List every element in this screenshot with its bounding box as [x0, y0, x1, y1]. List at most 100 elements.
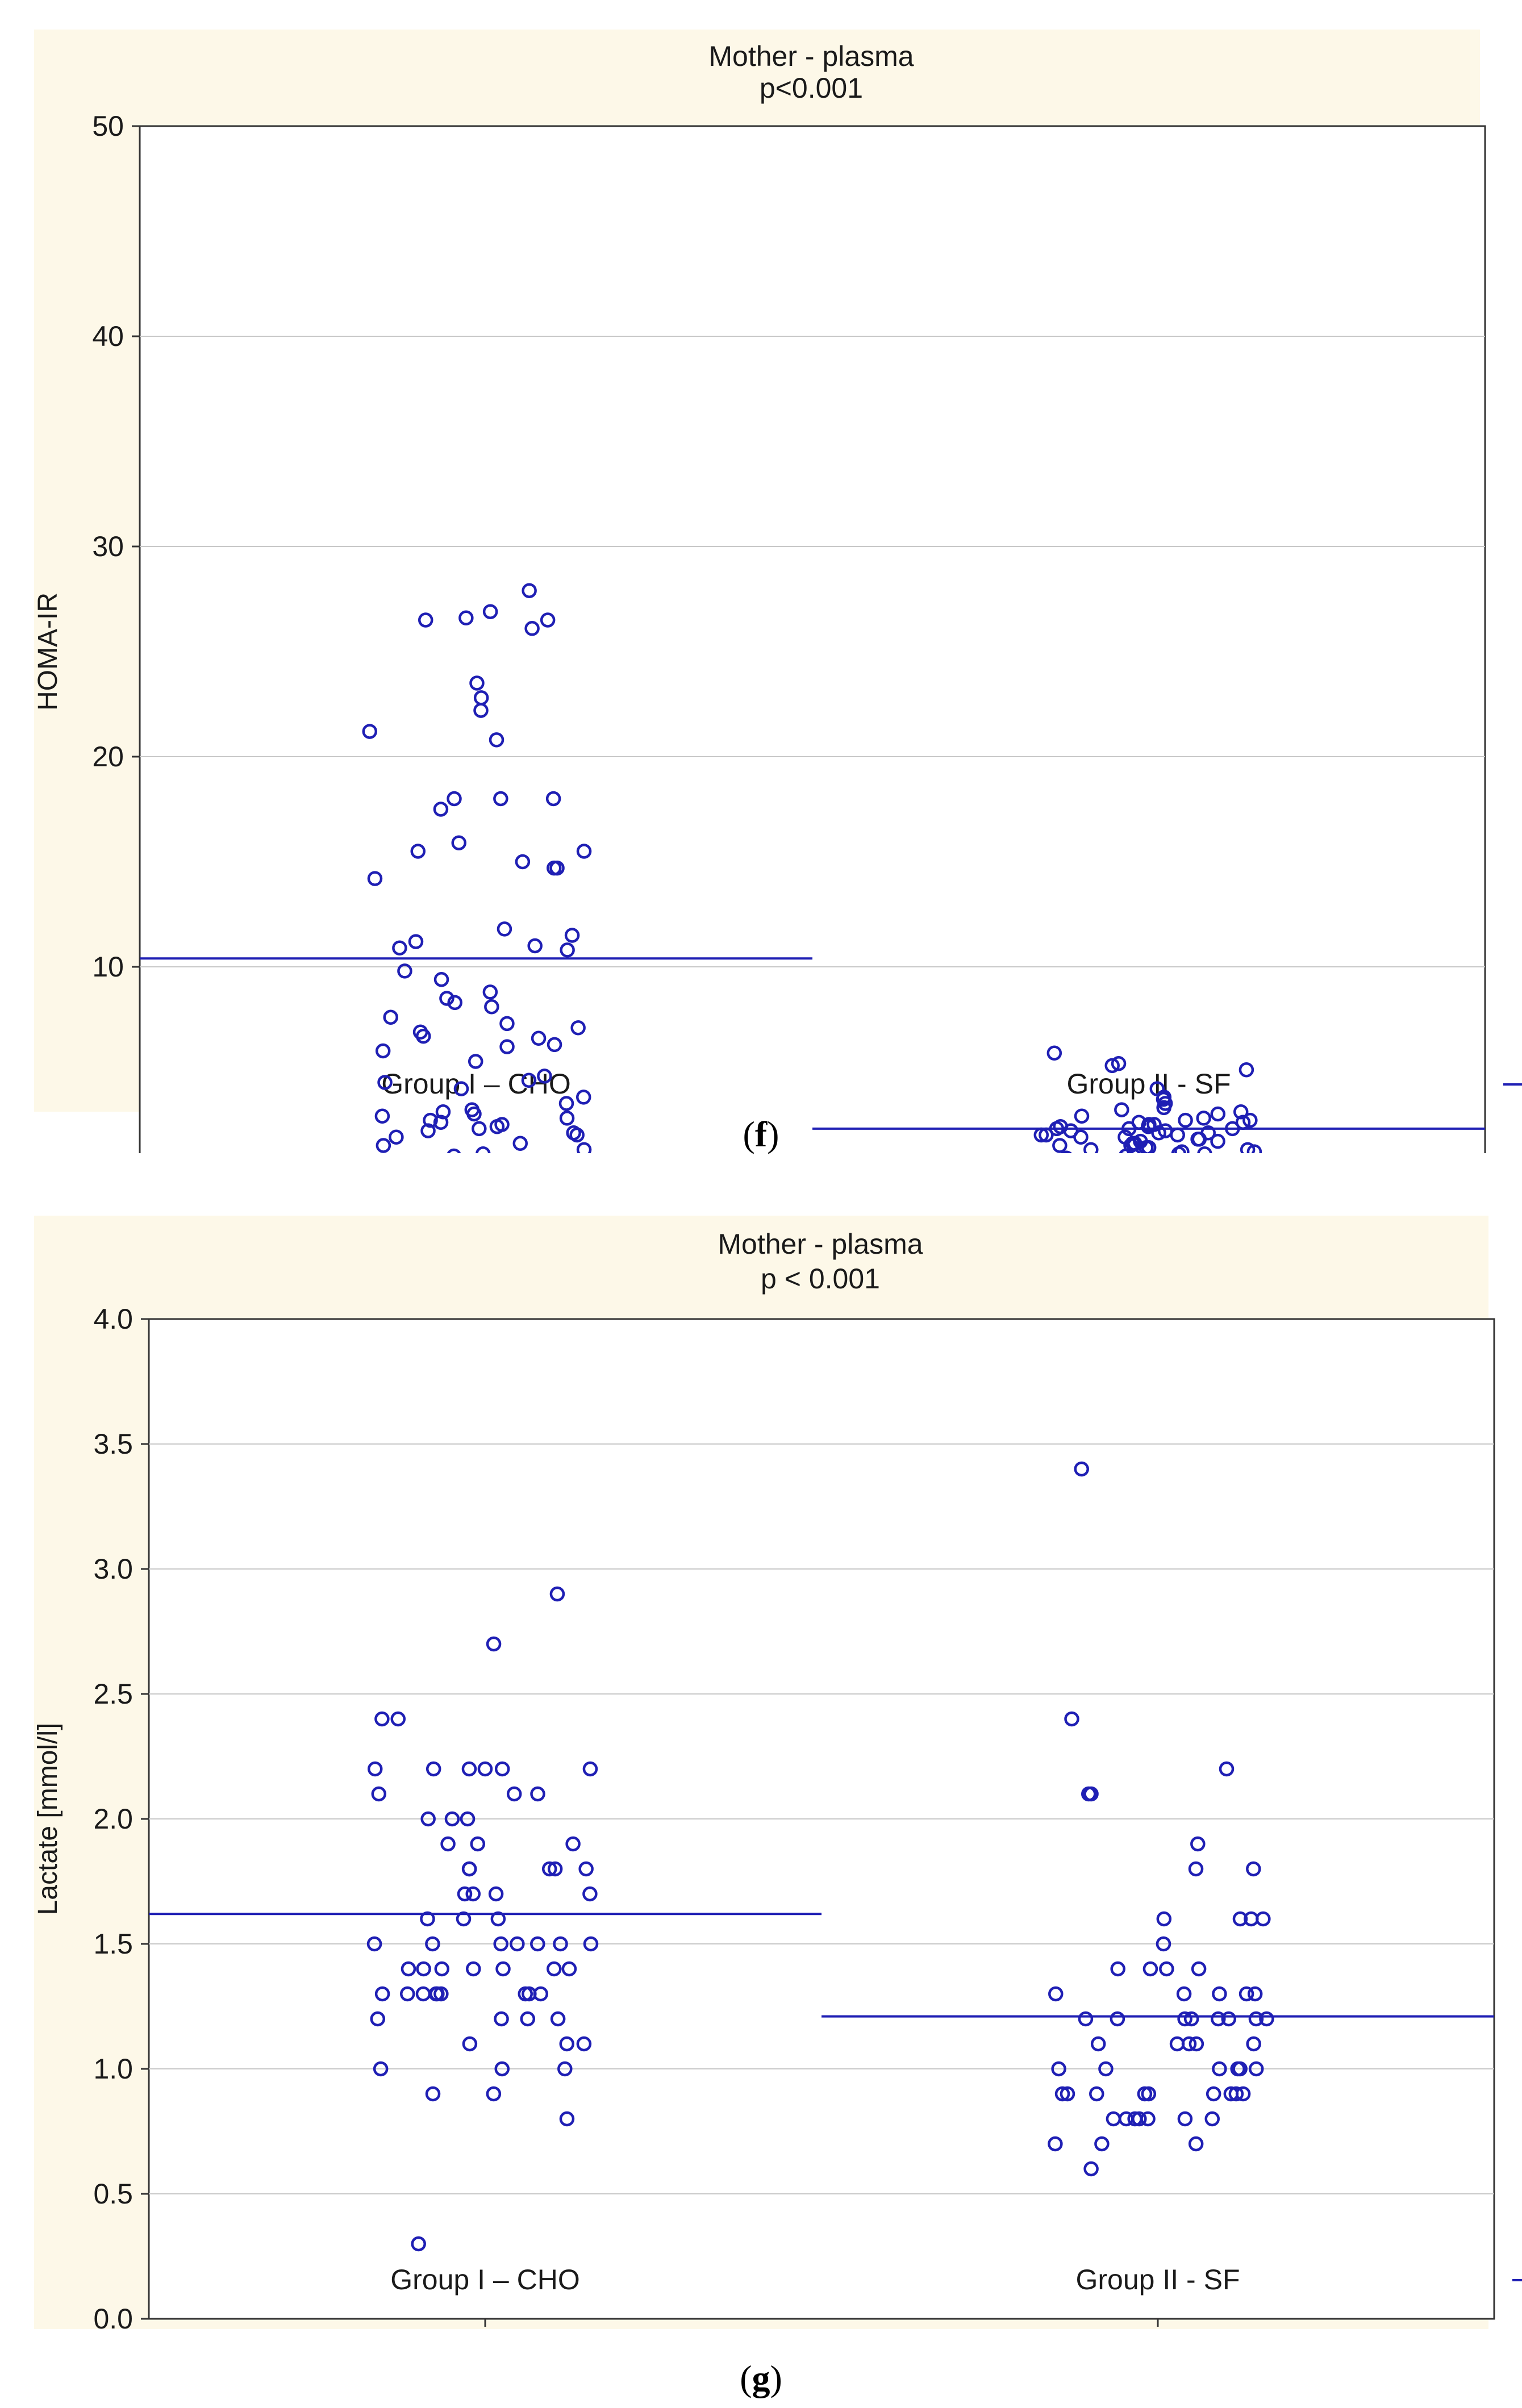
data-point	[1048, 2136, 1063, 2152]
data-point	[482, 984, 498, 1000]
data-point	[557, 2061, 573, 2077]
data-point	[447, 1148, 461, 1153]
data-point	[392, 940, 407, 955]
data-point	[510, 1936, 525, 1952]
data-point	[1233, 1104, 1249, 1120]
chart-subtitle: p < 0.001	[761, 1263, 880, 1295]
data-point	[462, 2036, 478, 2052]
x-category-label: Group I – CHO	[390, 2264, 579, 2296]
data-point	[1074, 1461, 1089, 1477]
data-point	[1247, 1986, 1263, 2002]
data-point	[1188, 1861, 1204, 1877]
data-point	[582, 1761, 598, 1777]
data-point	[553, 1936, 568, 1952]
y-tick-label: 2.5	[93, 1678, 133, 1710]
data-point	[460, 1811, 476, 1827]
data-point	[565, 1836, 581, 1852]
data-point	[1177, 2011, 1192, 2027]
data-point	[1049, 1121, 1065, 1137]
data-point	[470, 1836, 486, 1852]
data-point	[1212, 2061, 1227, 2077]
data-point	[433, 1115, 449, 1130]
data-point	[1051, 2061, 1066, 2077]
data-point	[456, 1911, 472, 1927]
data-point	[1228, 2086, 1244, 2102]
data-point	[1090, 2036, 1106, 2052]
data-point	[576, 1142, 592, 1153]
data-point	[576, 2036, 592, 2052]
data-point	[374, 1108, 390, 1124]
data-point	[1259, 2011, 1274, 2027]
data-point	[367, 1761, 383, 1777]
data-point	[1239, 1986, 1254, 2002]
data-point	[1159, 1961, 1174, 1977]
data-point	[1106, 2111, 1121, 2127]
data-point	[494, 1761, 510, 1777]
x-category-label: Group II - SF	[1067, 1068, 1231, 1100]
data-point	[489, 1119, 505, 1134]
data-point	[1083, 1142, 1099, 1153]
data-point	[376, 1138, 391, 1153]
data-point	[559, 2036, 575, 2052]
data-point	[434, 1961, 450, 1977]
data-point	[415, 1986, 431, 2002]
data-point	[374, 1711, 390, 1727]
data-point	[482, 604, 498, 619]
data-point	[440, 1836, 456, 1852]
data-point	[425, 2086, 441, 2102]
y-tick-label: 0.0	[93, 2303, 133, 2335]
data-point	[415, 1028, 431, 1044]
data-point	[1156, 1911, 1172, 1927]
data-point	[541, 1861, 557, 1877]
chart-f-svg: 01020304050Mother - plasmap<0.001HOMA-IR…	[33, 30, 1522, 1153]
data-point	[458, 610, 474, 626]
data-point	[576, 844, 592, 859]
data-point	[1240, 1142, 1256, 1153]
data-point	[425, 1936, 440, 1952]
data-point	[473, 703, 489, 718]
data-point	[439, 991, 454, 1006]
data-point	[430, 1986, 445, 2002]
data-point	[527, 938, 543, 954]
data-point	[1171, 1146, 1187, 1153]
data-point	[1054, 2086, 1070, 2102]
data-point	[497, 921, 512, 937]
data-point	[1230, 2061, 1245, 2077]
data-point	[1061, 1150, 1073, 1153]
data-point	[524, 621, 540, 636]
chart-title: Mother - plasma	[708, 40, 914, 72]
data-point	[397, 963, 412, 979]
data-point	[1064, 1711, 1079, 1727]
data-point	[1110, 2011, 1125, 2027]
data-point	[1246, 1144, 1262, 1153]
data-point	[1189, 2036, 1204, 2052]
data-point	[506, 1786, 522, 1802]
data-point	[1137, 2086, 1153, 2102]
data-point	[1156, 1936, 1171, 1952]
data-point	[537, 1069, 552, 1084]
y-tick-label: 30	[92, 531, 124, 562]
data-point	[1110, 1961, 1125, 1977]
panel-caption-f: (f)	[743, 1114, 779, 1154]
data-point	[447, 791, 462, 807]
y-tick-label: 50	[92, 110, 124, 142]
data-point	[576, 1090, 591, 1105]
data-point	[426, 1761, 441, 1777]
data-point	[488, 1886, 504, 1902]
data-point	[1244, 1911, 1259, 1927]
data-point	[1121, 1121, 1137, 1137]
data-point	[1248, 2011, 1264, 2027]
data-point	[1221, 2011, 1237, 2027]
data-point	[1039, 1127, 1054, 1143]
data-point	[1190, 1836, 1206, 1852]
panel-label-g: g	[752, 2358, 770, 2398]
chart-panel-f: 01020304050Mother - plasmap<0.001HOMA-IR…	[0, 0, 1522, 1154]
data-point	[486, 1636, 502, 1652]
data-point	[549, 1586, 565, 1602]
data-point	[1246, 2036, 1261, 2052]
data-point	[1235, 1115, 1251, 1130]
data-point	[486, 2086, 502, 2102]
data-point	[444, 1811, 460, 1827]
data-point	[1081, 1786, 1096, 1802]
data-point	[493, 1936, 508, 1952]
